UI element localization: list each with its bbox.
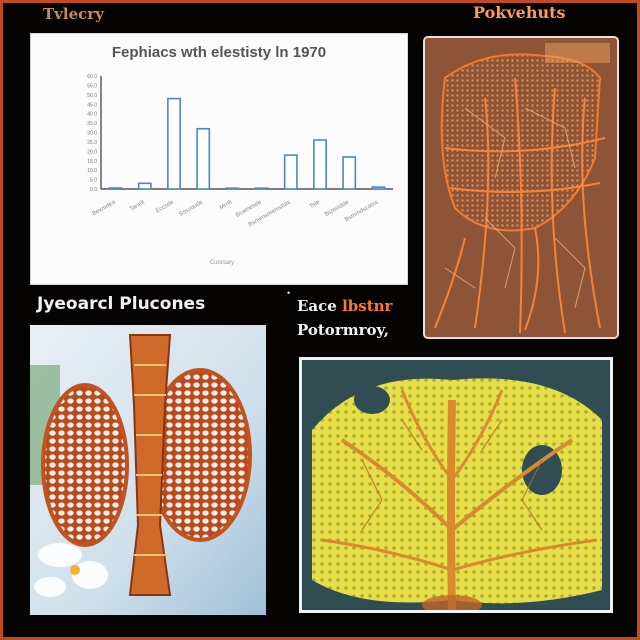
honeycomb-fruit-image xyxy=(30,325,266,615)
x-tick-label: Bsmmdscotss xyxy=(344,200,379,224)
x-tick-label: Ssssoude xyxy=(178,199,204,218)
y-tick-label: 20.0 xyxy=(87,149,97,155)
anatomy-illustration xyxy=(423,36,619,339)
bar xyxy=(342,156,357,190)
y-tick-label: 0.0 xyxy=(90,187,97,193)
vein-network-image xyxy=(425,38,617,337)
y-tick-label: 50.0 xyxy=(87,93,97,99)
x-tick-label: Bsmnidde xyxy=(324,199,351,218)
bar xyxy=(254,187,269,190)
x-axis-label: Cunrsary xyxy=(210,260,234,266)
leaf-vein-image xyxy=(302,360,610,610)
y-tick-label: 25.0 xyxy=(87,140,97,146)
chart-title: Fephiacs wth elestisty ln 1970 xyxy=(111,44,327,61)
leaf-illustration xyxy=(299,357,613,613)
mid-left-label: Jyeoarcl Plucones xyxy=(37,294,206,314)
mid-right-label-a: Eace xyxy=(297,297,337,315)
bar xyxy=(283,154,298,190)
mid-right-label-line2: Potormroy, xyxy=(297,321,389,339)
y-tick-label: 30.0 xyxy=(87,131,97,137)
y-tick-label: 40.0 xyxy=(87,112,97,118)
bar xyxy=(196,127,211,190)
y-tick-label: 35.0 xyxy=(87,121,97,127)
x-tick-label: Tsle xyxy=(309,199,322,210)
x-tick-label: Bexmdea xyxy=(92,199,118,217)
top-right-label: Pokvehuts xyxy=(473,3,566,22)
y-tick-label: 10.0 xyxy=(87,168,97,174)
y-tick-label: 15.0 xyxy=(87,159,97,165)
x-tick-label: Tanelt xyxy=(129,199,146,212)
top-left-label: Tvlecry xyxy=(43,5,104,23)
mid-right-label-b: lbstnr xyxy=(336,297,393,315)
y-tick-label: 60.0 xyxy=(87,74,97,80)
y-tick-label: 55.0 xyxy=(87,83,97,89)
bar xyxy=(225,187,240,190)
bar xyxy=(371,186,386,190)
x-tick-label: Mrrilt xyxy=(219,199,234,211)
x-tick-label: Eccsde xyxy=(155,199,176,214)
bar-chart-panel: 60.0 55.0 50.0 45.0 40.0 35.0 30.0 25.0 20.0 15.0… xyxy=(30,33,408,285)
bar xyxy=(167,97,181,190)
bar xyxy=(108,187,123,190)
bar xyxy=(313,139,327,190)
y-tick-label: 45.0 xyxy=(87,102,97,108)
small-mark: • xyxy=(287,288,291,298)
y-tick-label: 5.0 xyxy=(90,178,97,184)
mid-right-label: Eace lbstnr xyxy=(297,297,392,315)
honeycomb-fruit-illustration xyxy=(30,325,266,615)
bar xyxy=(137,182,152,190)
bar-chart: 60.0 55.0 50.0 45.0 40.0 35.0 30.0 25.0 20.0 15.0… xyxy=(87,74,393,266)
